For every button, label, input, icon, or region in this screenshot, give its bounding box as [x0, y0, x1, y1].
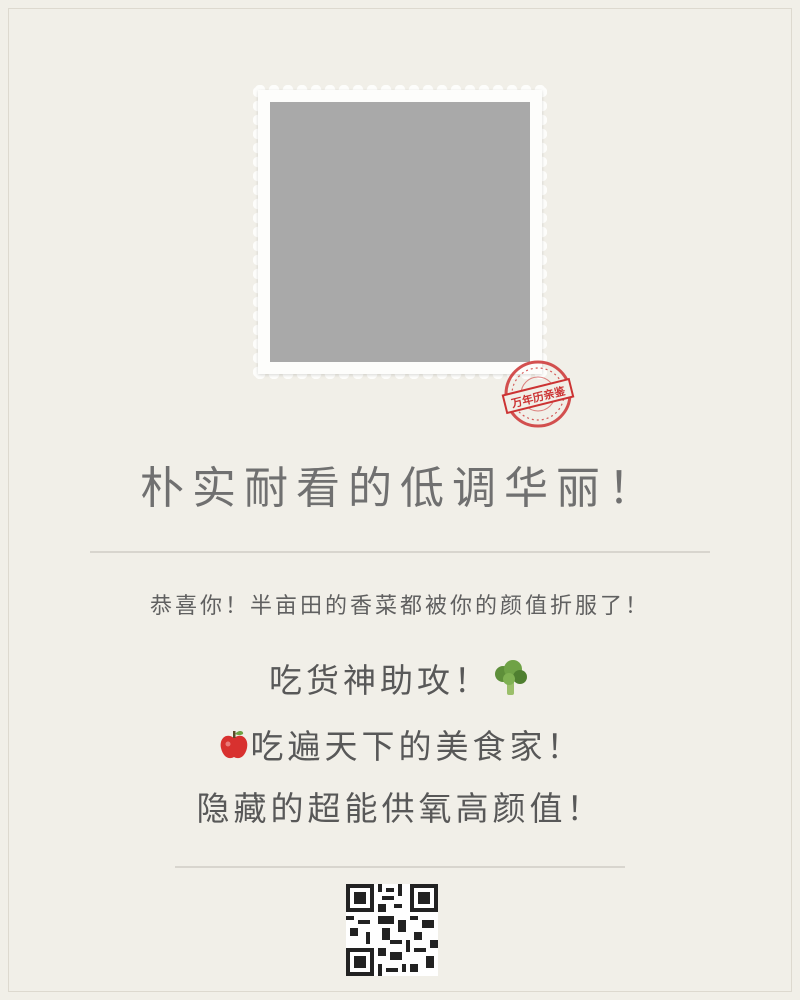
photo-placeholder[interactable]	[270, 102, 530, 362]
divider-bottom	[175, 866, 625, 868]
subline: 恭喜你！半亩田的香菜都被你的颜值折服了！	[149, 594, 650, 619]
qr-code-icon[interactable]	[346, 884, 438, 976]
tagline-1-text: 吃货神助攻！	[269, 661, 491, 700]
stamp-seal: 万年历亲鉴	[500, 358, 604, 434]
tagline-2: 吃遍天下的美食家！	[0, 720, 800, 770]
apple-icon	[217, 728, 251, 770]
tagline-2-text: 吃遍天下的美食家！	[250, 727, 584, 766]
photo-frame	[253, 85, 547, 379]
page-border	[8, 8, 792, 992]
tagline-1: 吃货神助攻！	[0, 654, 800, 707]
tagline-3: 隐藏的超能供氧高颜值！	[196, 789, 604, 828]
broccoli-icon	[491, 659, 531, 707]
divider-top	[90, 551, 710, 553]
headline: 朴实耐看的低调华丽！	[140, 463, 660, 514]
